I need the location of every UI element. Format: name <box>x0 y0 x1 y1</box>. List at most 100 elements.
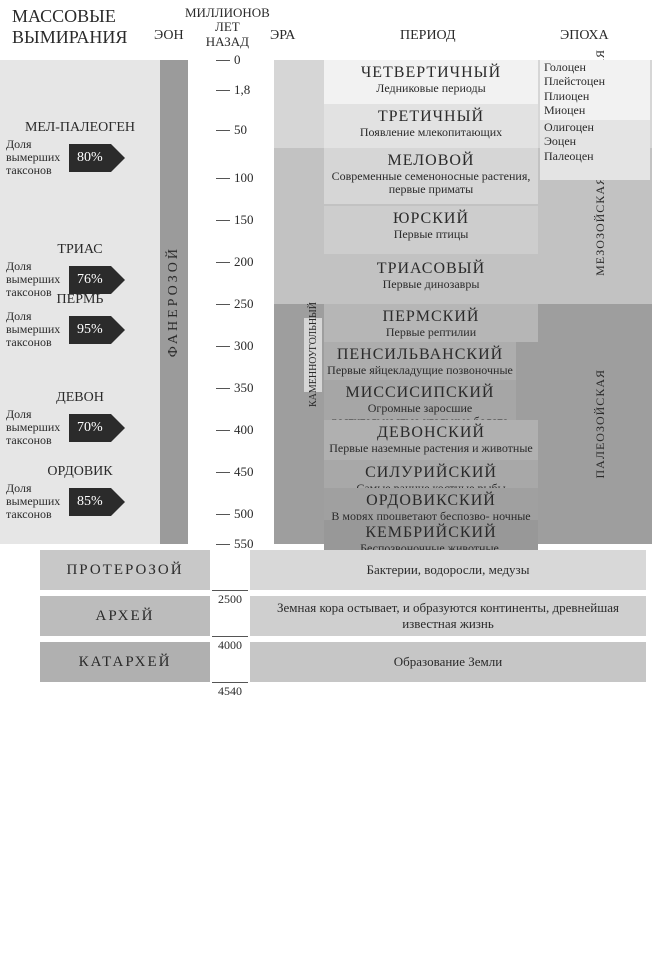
precambrian-row: КАТАРХЕЙ Образование Земли <box>40 642 648 682</box>
extinction-name: ДЕВОН <box>0 390 160 408</box>
header-extinctions: МАССОВЫЕ ВЫМИРАНИЯ <box>12 6 127 48</box>
header-epoch: ЭПОХА <box>560 28 609 44</box>
tick-label: 0 <box>234 52 241 68</box>
extinction-subtitle: Доля вымерших таксонов <box>0 482 65 522</box>
tick <box>216 178 230 179</box>
carboniferous-segment: КАМЕННОУГОЛЬНЫЙ <box>304 318 322 392</box>
extinction-subtitle: Доля вымерших таксонов <box>0 138 65 178</box>
extinction-subtitle: Доля вымерших таксонов <box>0 310 65 350</box>
extinction-badge: 70% <box>69 414 111 442</box>
tick-label: 150 <box>234 212 254 228</box>
tick <box>216 220 230 221</box>
extinction-event: ТРИАСДоля вымерших таксонов76% <box>0 242 160 300</box>
epoch-item: Миоцен <box>540 103 650 117</box>
header-mya-l3: НАЗАД <box>206 34 249 49</box>
epoch-item: Голоцен <box>540 60 650 74</box>
period-subtitle: Первые рептилии <box>328 326 534 339</box>
header-extinctions-l1: МАССОВЫЕ <box>12 6 116 26</box>
eon-phanerozoic: ФАНЕРОЗОЙ <box>160 60 188 544</box>
period-block: ПЕНСИЛЬВАНСКИЙПервые яйцекладущие позвон… <box>324 342 516 380</box>
period-title: ТРИАСОВЫЙ <box>328 260 534 278</box>
header-mya: МИЛЛИОНОВ ЛЕТ НАЗАД <box>185 6 270 49</box>
extinction-name: МЕЛ-ПАЛЕОГЕН <box>0 120 160 138</box>
tick-label: 250 <box>234 296 254 312</box>
tick-label: 300 <box>234 338 254 354</box>
precambrian-tick <box>212 590 248 591</box>
epoch-item: Плиоцен <box>540 89 650 103</box>
header-eon: ЭОН <box>154 28 184 44</box>
tick <box>216 90 230 91</box>
era-label: МЕЗОЗОЙСКАЯ <box>593 176 608 276</box>
header-mya-l2: ЛЕТ <box>215 19 240 34</box>
extinction-name: ТРИАС <box>0 242 160 260</box>
period-title: СИЛУРИЙСКИЙ <box>328 464 534 482</box>
period-title: ТРЕТИЧНЫЙ <box>328 108 534 126</box>
precambrian-tick <box>212 636 248 637</box>
precambrian-tick-label: 4540 <box>218 684 242 699</box>
extinction-event: ПЕРМЬДоля вымерших таксонов95% <box>0 292 160 350</box>
tick-label: 450 <box>234 464 254 480</box>
precambrian-eon-name: АРХЕЙ <box>40 596 210 636</box>
extinction-event: МЕЛ-ПАЛЕОГЕНДоля вымерших таксонов80% <box>0 120 160 178</box>
epochs-upper: ГолоценПлейстоценПлиоценМиоцен <box>540 60 650 120</box>
extinction-name: ПЕРМЬ <box>0 292 160 310</box>
precambrian-eon-name: КАТАРХЕЙ <box>40 642 210 682</box>
tick <box>216 262 230 263</box>
eon-phanerozoic-label: ФАНЕРОЗОЙ <box>166 246 182 357</box>
extinction-badge: 76% <box>69 266 111 294</box>
period-block: МЕЛОВОЙСовременные семеноносные растения… <box>324 148 538 204</box>
header-era: ЭРА <box>270 28 295 44</box>
precambrian-desc: Образование Земли <box>250 642 646 682</box>
period-title: ЧЕТВЕРТИЧНЫЙ <box>328 64 534 82</box>
period-title: КЕМБРИЙСКИЙ <box>328 524 534 542</box>
epochs-column: ГолоценПлейстоценПлиоценМиоцен ОлигоценЭ… <box>540 60 650 180</box>
period-title: ПЕНСИЛЬВАНСКИЙ <box>326 346 514 364</box>
extinction-name: ОРДОВИК <box>0 464 160 482</box>
period-subtitle: Появление млекопитающих <box>328 126 534 139</box>
period-subtitle: Первые птицы <box>328 228 534 241</box>
tick-label: 50 <box>234 122 247 138</box>
extinction-event: ОРДОВИКДоля вымерших таксонов85% <box>0 464 160 522</box>
precambrian-row: АРХЕЙ Земная кора остывает, и образуются … <box>40 596 648 636</box>
tick <box>216 60 230 61</box>
period-title: ПЕРМСКИЙ <box>328 308 534 326</box>
period-block: ОРДОВИКСКИЙВ морях процветают беспозво- … <box>324 488 538 520</box>
extinction-event: ДЕВОНДоля вымерших таксонов70% <box>0 390 160 448</box>
tick <box>216 304 230 305</box>
header-period: ПЕРИОД <box>400 28 456 44</box>
header-extinctions-l2: ВЫМИРАНИЯ <box>12 27 127 48</box>
period-title: ДЕВОНСКИЙ <box>328 424 534 442</box>
precambrian-desc: Земная кора остывает, и образуются конти… <box>250 596 646 636</box>
tick-label: 350 <box>234 380 254 396</box>
extinction-subtitle: Доля вымерших таксонов <box>0 408 65 448</box>
tick <box>216 514 230 515</box>
tick-label: 1,8 <box>234 82 250 98</box>
tick-label: 400 <box>234 422 254 438</box>
time-scale: 01,850100150200250300350400450500550 <box>188 60 268 544</box>
epoch-item: Палеоцен <box>540 149 650 163</box>
extinction-badge: 85% <box>69 488 111 516</box>
period-block: ТРИАСОВЫЙПервые динозавры <box>324 256 538 304</box>
tick <box>216 388 230 389</box>
tick <box>216 346 230 347</box>
period-subtitle: Современные семеноносные растения, первы… <box>328 170 534 195</box>
tick <box>216 472 230 473</box>
period-title: МИССИСИПСКИЙ <box>326 384 514 402</box>
period-block: СИЛУРИЙСКИЙСамые ранние костные рыбы <box>324 460 538 488</box>
period-subtitle: Первые яйцекладущие позвоночные <box>326 364 514 377</box>
period-title: МЕЛОВОЙ <box>328 152 534 170</box>
tick <box>216 130 230 131</box>
precambrian-desc: Бактерии, водоросли, медузы <box>250 550 646 590</box>
period-block: ДЕВОНСКИЙПервые наземные растения и живо… <box>324 420 538 460</box>
extinction-badge: 80% <box>69 144 111 172</box>
epoch-item: Эоцен <box>540 134 650 148</box>
carboniferous-label: КАМЕННОУГОЛЬНЫЙ <box>308 302 319 407</box>
epoch-item: Олигоцен <box>540 120 650 134</box>
precambrian-eon-name: ПРОТЕРОЗОЙ <box>40 550 210 590</box>
epochs-lower: ОлигоценЭоценПалеоцен <box>540 120 650 180</box>
period-subtitle: Первые наземные растения и животные <box>328 442 534 455</box>
tick-label: 200 <box>234 254 254 270</box>
period-block: ЧЕТВЕРТИЧНЫЙЛедниковые периоды <box>324 60 538 104</box>
extinction-badge: 95% <box>69 316 111 344</box>
period-title: ЮРСКИЙ <box>328 210 534 228</box>
